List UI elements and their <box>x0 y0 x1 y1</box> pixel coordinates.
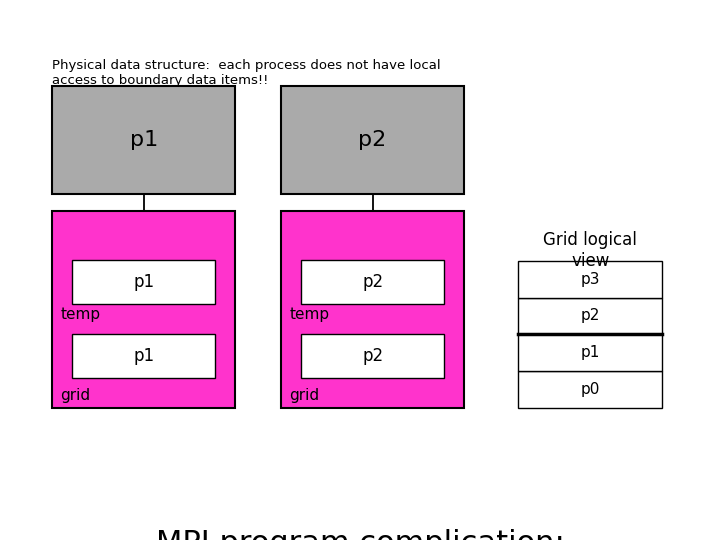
Bar <box>518 371 662 408</box>
Text: grid: grid <box>289 388 320 403</box>
Bar <box>301 334 444 378</box>
Bar <box>72 334 215 378</box>
Text: p0: p0 <box>581 382 600 397</box>
Bar <box>518 298 662 334</box>
Text: p3: p3 <box>580 272 600 287</box>
Bar <box>518 261 662 298</box>
Bar <box>52 211 235 408</box>
Text: p2: p2 <box>362 347 383 365</box>
Text: MPI program complication:
memory is distributed: MPI program complication: memory is dist… <box>156 529 564 540</box>
Text: temp: temp <box>289 307 330 322</box>
Bar <box>281 211 464 408</box>
Bar <box>518 334 662 371</box>
Text: p2: p2 <box>362 273 383 291</box>
Text: p1: p1 <box>581 345 600 360</box>
Text: Grid logical
view: Grid logical view <box>544 231 637 270</box>
Bar <box>301 260 444 304</box>
Bar <box>72 260 215 304</box>
Text: p1: p1 <box>133 273 154 291</box>
Text: Physical data structure:  each process does not have local
access to boundary da: Physical data structure: each process do… <box>52 59 441 87</box>
Text: p2: p2 <box>359 130 387 151</box>
Text: grid: grid <box>60 388 91 403</box>
Bar <box>281 86 464 194</box>
Bar <box>52 86 235 194</box>
Text: p1: p1 <box>130 130 158 151</box>
Text: p1: p1 <box>133 347 154 365</box>
Text: temp: temp <box>60 307 101 322</box>
Text: p2: p2 <box>581 308 600 323</box>
